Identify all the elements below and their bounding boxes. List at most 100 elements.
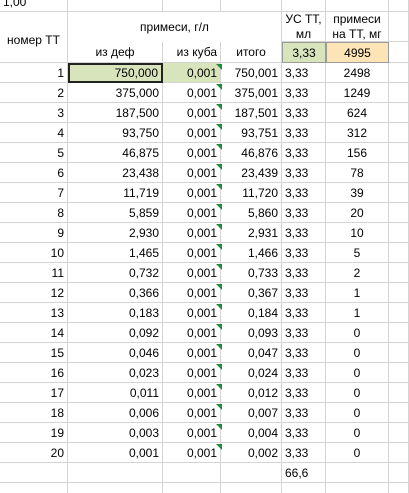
cell: 0,001 <box>163 123 221 143</box>
error-indicator <box>216 444 222 450</box>
cell: 14 <box>0 323 68 343</box>
cell: 750,001 <box>221 63 282 83</box>
cell: 1 <box>0 63 68 83</box>
cell: 0,011 <box>68 383 163 403</box>
error-indicator <box>216 84 222 90</box>
cell: 3,33 <box>282 183 326 203</box>
cell: 0,001 <box>163 143 221 163</box>
cell <box>389 343 409 363</box>
cell <box>68 463 163 483</box>
cell: 187,501 <box>221 103 282 123</box>
error-indicator <box>216 124 222 130</box>
cell: 187,500 <box>68 103 163 123</box>
cell: 0,184 <box>221 303 282 323</box>
cell: 0,001 <box>163 283 221 303</box>
cell: 0,001 <box>163 363 221 383</box>
cell: 0,004 <box>221 423 282 443</box>
error-indicator <box>216 104 222 110</box>
cell: 3,33 <box>282 163 326 183</box>
cell: 156 <box>326 143 389 163</box>
cell: 3,33 <box>282 343 326 363</box>
cell <box>0 483 68 493</box>
cell: 3,33 <box>282 383 326 403</box>
cell: 0,007 <box>221 403 282 423</box>
cell <box>389 83 409 103</box>
cell: 0,092 <box>68 323 163 343</box>
cell: 1 <box>326 283 389 303</box>
cell: 3,33 <box>282 403 326 423</box>
cell: 0 <box>326 403 389 423</box>
cell: 0,001 <box>163 263 221 283</box>
cell: 8 <box>0 203 68 223</box>
cell <box>389 203 409 223</box>
cell: 2 <box>0 83 68 103</box>
cell: 0 <box>326 383 389 403</box>
cell: 0,367 <box>221 283 282 303</box>
cell: 3,33 <box>282 363 326 383</box>
cell: 2,931 <box>221 223 282 243</box>
header-cell: из куба <box>163 42 221 63</box>
cell: 750,000 <box>68 63 163 83</box>
cell: 12 <box>0 283 68 303</box>
cell <box>389 0 409 12</box>
cell <box>389 103 409 123</box>
error-indicator <box>216 364 222 370</box>
cell: 0,001 <box>163 243 221 263</box>
cell: 0,047 <box>221 343 282 363</box>
cell: 0,001 <box>163 323 221 343</box>
cell <box>221 463 282 483</box>
cell <box>389 243 409 263</box>
cell: 0 <box>326 363 389 383</box>
cell: 5 <box>0 143 68 163</box>
cell: 3,33 <box>282 203 326 223</box>
cell: 0,183 <box>68 303 163 323</box>
cell: 10 <box>0 243 68 263</box>
cell: 3,33 <box>282 83 326 103</box>
cell <box>389 223 409 243</box>
cell: 1,00 <box>0 0 68 12</box>
cell: 23,439 <box>221 163 282 183</box>
cell: 312 <box>326 123 389 143</box>
cell: 13 <box>0 303 68 323</box>
cell: 93,751 <box>221 123 282 143</box>
cell: 0,012 <box>221 383 282 403</box>
cell: 0 <box>326 323 389 343</box>
cell: 39 <box>326 183 389 203</box>
cell <box>389 323 409 343</box>
cell: 3 <box>0 103 68 123</box>
cell: 10 <box>326 223 389 243</box>
cell: 0,001 <box>163 343 221 363</box>
cell: 11,720 <box>221 183 282 203</box>
cell: 1,466 <box>221 243 282 263</box>
cell <box>282 0 326 12</box>
cell <box>389 363 409 383</box>
cell: 0,006 <box>68 403 163 423</box>
cell: 0,001 <box>163 423 221 443</box>
error-indicator <box>216 344 222 350</box>
cell <box>221 0 282 12</box>
cell: 3,33 <box>282 323 326 343</box>
error-indicator <box>216 144 222 150</box>
cell: 1,465 <box>68 243 163 263</box>
cell: 93,750 <box>68 123 163 143</box>
cell: 0,001 <box>163 443 221 463</box>
cell: 3,33 <box>282 123 326 143</box>
cell: 0 <box>326 343 389 363</box>
error-indicator <box>216 384 222 390</box>
cell <box>68 483 163 493</box>
error-indicator <box>216 64 222 70</box>
error-indicator <box>216 264 222 270</box>
error-indicator <box>216 324 222 330</box>
error-indicator <box>216 404 222 410</box>
cell <box>163 0 221 12</box>
cell <box>389 283 409 303</box>
cell: 3,33 <box>282 103 326 123</box>
cell: 0,093 <box>221 323 282 343</box>
cell: 0,732 <box>68 263 163 283</box>
cell: 3,33 <box>282 243 326 263</box>
cell: 0,001 <box>163 163 221 183</box>
cell: 0,002 <box>221 443 282 463</box>
cell: 18 <box>0 403 68 423</box>
cell: 11,719 <box>68 183 163 203</box>
